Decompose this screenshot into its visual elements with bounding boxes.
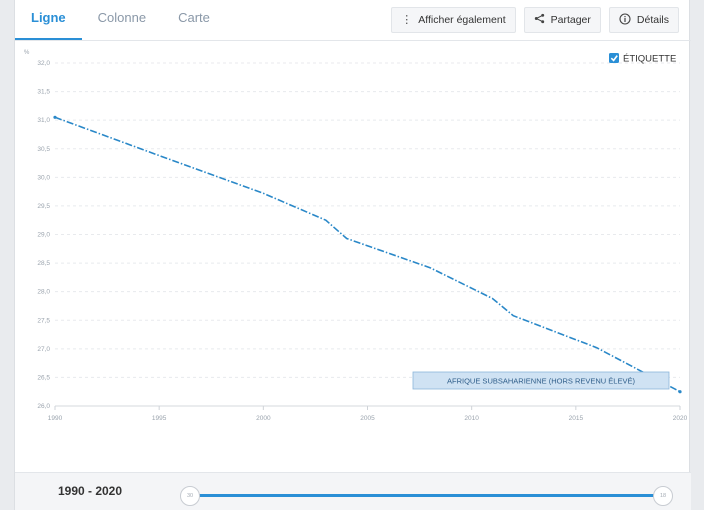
y-tick-label: 30,0 [37,174,50,181]
chart-toolbar: ⋮ Afficher également Partager Détails [391,7,679,33]
y-axis-ticks: 32,0 31,5 31,0 30,5 30,0 29,5 29,0 28,5 28,0 27,5… [37,60,50,410]
range-end-handle[interactable]: 18 [653,486,673,506]
label-toggle-text: ÉTIQUETTE [623,54,676,65]
info-icon [619,12,631,28]
x-tick-label: 2015 [569,415,584,422]
series-label-box: AFRIQUE SUBSAHARIENNE (HORS REVENU ÉLEVÉ… [412,371,670,390]
y-tick-label: 31,0 [37,117,50,124]
chart-panel: Ligne Colonne Carte ⋮ Afficher également… [14,0,691,510]
check-icon [610,55,618,62]
share-label: Partager [550,14,591,26]
share-icon [534,13,545,27]
y-tick-label: 28,0 [37,289,50,296]
series-label-bg [412,371,670,390]
data-point [53,115,57,119]
details-label: Détails [636,14,669,26]
tabs-divider [15,40,691,41]
y-tick-label: 31,5 [37,89,50,96]
y-tick-label: 26,5 [37,374,50,381]
details-button[interactable]: Détails [608,7,679,33]
label-checkbox[interactable] [609,53,619,63]
range-slider-track[interactable] [193,494,663,497]
tab-colonne[interactable]: Colonne [97,10,147,25]
y-tick-label: 30,5 [37,146,50,153]
series-label-text: AFRIQUE SUBSAHARIENNE (HORS REVENU ÉLEVÉ… [447,377,635,386]
y-tick-label: 27,5 [37,317,50,324]
x-tick-label: 2020 [673,415,688,422]
series-line [54,116,681,393]
x-tick-label: 2005 [360,415,375,422]
x-tick-label: 2010 [464,415,479,422]
tab-ligne[interactable]: Ligne [15,0,82,40]
y-tick-label: 29,5 [37,203,50,210]
range-label: 1990 - 2020 [57,484,123,498]
chart-grid [55,62,680,407]
x-tick-label: 1995 [152,415,167,422]
label-toggle[interactable]: ÉTIQUETTE [609,53,676,65]
tab-carte[interactable]: Carte [178,10,210,25]
range-start-handle[interactable]: 30 [180,486,200,506]
more-vertical-icon: ⋮ [401,13,413,26]
x-tick-label: 1990 [48,415,63,422]
y-tick-label: 27,0 [37,346,50,353]
time-range-bar: 1990 - 2020 30 18 [15,472,691,510]
y-unit-label: % [24,50,30,56]
y-tick-label: 32,0 [37,60,50,67]
y-tick-label: 26,0 [37,403,50,410]
x-axis-ticks: 1990 1995 2000 2005 2010 2015 2020 [48,406,688,422]
y-tick-label: 29,0 [37,232,50,239]
chart-type-tabs: Ligne Colonne Carte [15,0,315,40]
data-point [678,390,682,394]
x-tick-label: 2000 [256,415,271,422]
chart-series [53,115,682,394]
show-also-button[interactable]: ⋮ Afficher également [391,7,516,33]
show-also-label: Afficher également [418,14,506,26]
share-button[interactable]: Partager [523,7,601,33]
y-tick-label: 28,5 [37,260,50,267]
line-chart: % 32,0 31,5 31,0 30,5 30,0 29,5 29,0 28,5 28,0 27… [24,50,688,422]
